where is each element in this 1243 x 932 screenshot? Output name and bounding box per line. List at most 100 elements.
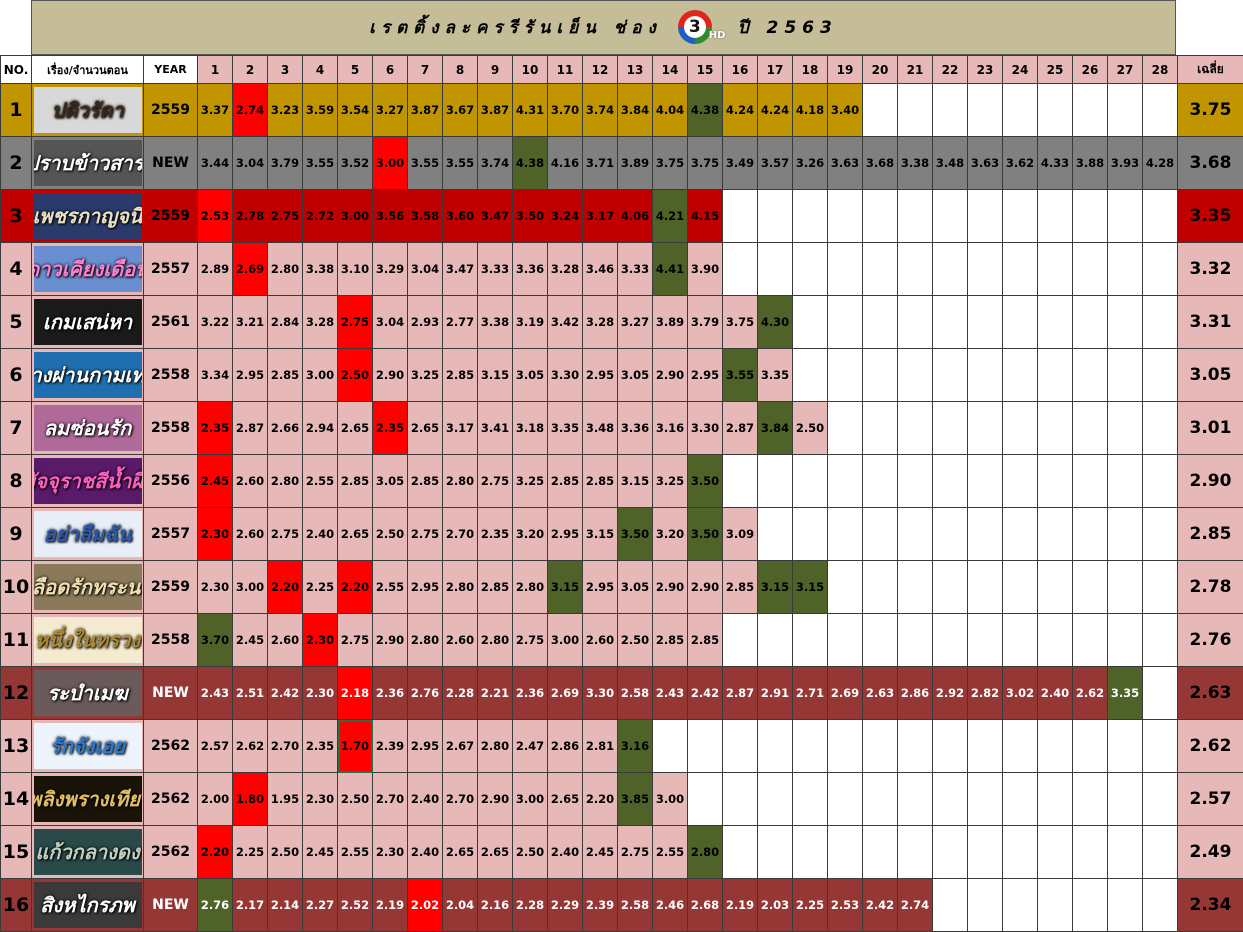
header-average[interactable]: เฉลี่ย — [1178, 56, 1243, 84]
empty-cell[interactable] — [1003, 349, 1038, 402]
average-cell[interactable]: 2.34 — [1178, 879, 1243, 932]
year-cell[interactable]: 2557 — [144, 508, 198, 561]
rating-cell[interactable]: 2.95 — [583, 349, 618, 402]
empty-cell[interactable] — [1143, 349, 1178, 402]
rating-cell[interactable]: 3.15 — [548, 561, 583, 614]
year-cell[interactable]: 2562 — [144, 720, 198, 773]
rating-cell[interactable]: 2.85 — [653, 614, 688, 667]
empty-cell[interactable] — [758, 243, 793, 296]
rating-cell[interactable]: 2.25 — [303, 561, 338, 614]
header-episode[interactable]: 6 — [373, 56, 408, 84]
rating-cell[interactable]: 3.28 — [583, 296, 618, 349]
empty-cell[interactable] — [968, 349, 1003, 402]
year-cell[interactable]: 2561 — [144, 296, 198, 349]
rating-cell[interactable]: 3.27 — [618, 296, 653, 349]
empty-cell[interactable] — [1108, 84, 1143, 137]
rating-cell[interactable]: 3.55 — [303, 137, 338, 190]
empty-cell[interactable] — [1108, 243, 1143, 296]
rating-cell[interactable]: 3.30 — [583, 667, 618, 720]
rating-cell[interactable]: 4.28 — [1143, 137, 1178, 190]
empty-cell[interactable] — [758, 455, 793, 508]
rating-cell[interactable]: 3.26 — [793, 137, 828, 190]
empty-cell[interactable] — [898, 349, 933, 402]
empty-cell[interactable] — [863, 614, 898, 667]
title-logo-cell[interactable]: มัจจุราชสีน้ำผึ้ง — [32, 455, 144, 508]
empty-cell[interactable] — [688, 773, 723, 826]
rating-cell[interactable]: 3.93 — [1108, 137, 1143, 190]
rating-cell[interactable]: 2.70 — [268, 720, 303, 773]
empty-cell[interactable] — [933, 614, 968, 667]
rating-cell[interactable]: 3.48 — [583, 402, 618, 455]
average-cell[interactable]: 3.68 — [1178, 137, 1243, 190]
rating-cell[interactable]: 3.90 — [688, 243, 723, 296]
year-cell[interactable]: 2558 — [144, 402, 198, 455]
rating-cell[interactable]: 3.00 — [373, 137, 408, 190]
header-episode[interactable]: 27 — [1108, 56, 1143, 84]
title-logo-cell[interactable]: ปดิวรัดา — [32, 84, 144, 137]
rating-cell[interactable]: 2.70 — [443, 773, 478, 826]
rank-cell[interactable]: 4 — [1, 243, 32, 296]
rating-cell[interactable]: 2.39 — [373, 720, 408, 773]
rating-cell[interactable]: 2.14 — [268, 879, 303, 932]
header-episode[interactable]: 13 — [618, 56, 653, 84]
empty-cell[interactable] — [1038, 296, 1073, 349]
rating-cell[interactable]: 3.25 — [513, 455, 548, 508]
rating-cell[interactable]: 3.00 — [338, 190, 373, 243]
rating-cell[interactable]: 2.30 — [198, 561, 233, 614]
rating-cell[interactable]: 3.00 — [513, 773, 548, 826]
rank-cell[interactable]: 5 — [1, 296, 32, 349]
rating-cell[interactable]: 3.35 — [548, 402, 583, 455]
rating-cell[interactable]: 2.53 — [198, 190, 233, 243]
rating-cell[interactable]: 2.42 — [688, 667, 723, 720]
rating-cell[interactable]: 3.25 — [408, 349, 443, 402]
rating-cell[interactable]: 2.94 — [303, 402, 338, 455]
rating-cell[interactable]: 2.90 — [373, 349, 408, 402]
rating-cell[interactable]: 2.45 — [233, 614, 268, 667]
rating-cell[interactable]: 2.87 — [233, 402, 268, 455]
empty-cell[interactable] — [1143, 508, 1178, 561]
rating-cell[interactable]: 3.44 — [198, 137, 233, 190]
empty-cell[interactable] — [1073, 455, 1108, 508]
empty-cell[interactable] — [968, 508, 1003, 561]
rating-cell[interactable]: 3.27 — [373, 84, 408, 137]
rating-cell[interactable]: 3.36 — [618, 402, 653, 455]
empty-cell[interactable] — [933, 402, 968, 455]
rating-cell[interactable]: 2.39 — [583, 879, 618, 932]
empty-cell[interactable] — [758, 720, 793, 773]
average-cell[interactable]: 2.63 — [1178, 667, 1243, 720]
empty-cell[interactable] — [828, 296, 863, 349]
rating-cell[interactable]: 2.91 — [758, 667, 793, 720]
rating-cell[interactable]: 3.52 — [338, 137, 373, 190]
rating-cell[interactable]: 2.85 — [268, 349, 303, 402]
header-episode[interactable]: 16 — [723, 56, 758, 84]
rating-cell[interactable]: 2.30 — [303, 614, 338, 667]
empty-cell[interactable] — [1108, 455, 1143, 508]
rating-cell[interactable]: 3.50 — [688, 455, 723, 508]
empty-cell[interactable] — [828, 561, 863, 614]
empty-cell[interactable] — [793, 243, 828, 296]
rating-cell[interactable]: 2.70 — [373, 773, 408, 826]
header-episode[interactable]: 23 — [968, 56, 1003, 84]
rating-cell[interactable]: 2.19 — [723, 879, 758, 932]
empty-cell[interactable] — [1003, 402, 1038, 455]
rating-cell[interactable]: 2.60 — [443, 614, 478, 667]
empty-cell[interactable] — [1108, 561, 1143, 614]
empty-cell[interactable] — [968, 826, 1003, 879]
empty-cell[interactable] — [1038, 508, 1073, 561]
rating-cell[interactable]: 2.76 — [408, 667, 443, 720]
title-logo-cell[interactable]: สิงหไกรภพ — [32, 879, 144, 932]
rating-cell[interactable]: 2.65 — [548, 773, 583, 826]
empty-cell[interactable] — [1073, 561, 1108, 614]
rating-cell[interactable]: 2.75 — [618, 826, 653, 879]
rating-cell[interactable]: 3.37 — [198, 84, 233, 137]
rating-cell[interactable]: 3.75 — [653, 137, 688, 190]
rating-cell[interactable]: 2.65 — [478, 826, 513, 879]
rating-cell[interactable]: 2.85 — [723, 561, 758, 614]
empty-cell[interactable] — [968, 614, 1003, 667]
rating-cell[interactable]: 3.35 — [1108, 667, 1143, 720]
year-cell[interactable]: 2559 — [144, 84, 198, 137]
rating-cell[interactable]: 2.65 — [338, 508, 373, 561]
title-logo-cell[interactable]: อย่าลืมฉัน — [32, 508, 144, 561]
rating-cell[interactable]: 3.15 — [758, 561, 793, 614]
rating-cell[interactable]: 3.79 — [688, 296, 723, 349]
